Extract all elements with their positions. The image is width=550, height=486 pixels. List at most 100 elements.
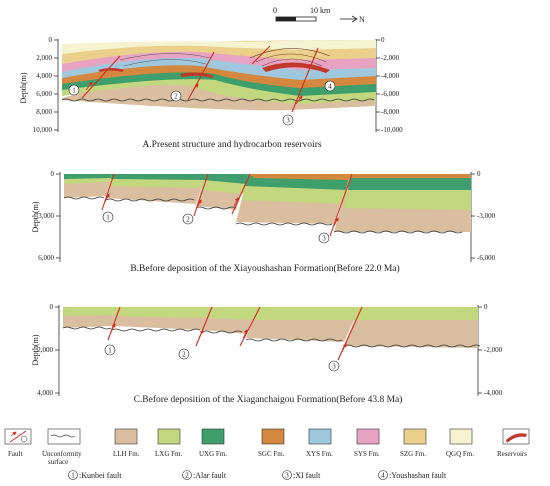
xi-fault: [329, 173, 353, 237]
tick-label: 6,000: [36, 90, 52, 98]
svg-text:4: 4: [328, 83, 332, 91]
panel-b-caption: B.Before deposition of the Xiayoushashan…: [130, 263, 399, 274]
legend-fault-name-1: 1 :Kunbei fault: [68, 470, 122, 480]
panel-a-left-ticks: 0 2,000 4,000 6,000 8,000 10,000: [33, 36, 58, 134]
panel-a-caption: A.Present structure and hydrocarbon rese…: [142, 140, 321, 150]
kunbei-fault: [101, 173, 115, 211]
tick-label: -6,000: [381, 90, 400, 98]
svg-text:LXG Fm.: LXG Fm.: [155, 450, 182, 458]
svg-text:1: 1: [72, 87, 76, 95]
legend-item-unconformity: Unconformity surface: [42, 428, 82, 466]
reservoir-shape: [262, 62, 330, 73]
svg-text:2: 2: [186, 216, 190, 224]
svg-text:4: 4: [381, 472, 385, 480]
tick-label: 8,000: [36, 108, 52, 116]
tick-label: -4,000: [484, 389, 503, 397]
tick-label: -4,000: [381, 72, 400, 80]
panel-b-y-label: Depth(m): [31, 201, 40, 232]
fault-marker-2: 2: [182, 213, 194, 225]
legend-item-llh: LLH Fm.: [113, 428, 140, 458]
xi-fault: [291, 47, 319, 113]
tick-label: 6,000: [38, 254, 54, 262]
youshashan-fault: [251, 45, 271, 65]
panel-c-caption: C.Before deposition of the Xiaganchaigou…: [134, 394, 403, 405]
svg-text::Kunbei fault: :Kunbei fault: [79, 471, 122, 480]
panel-c: 0 2,000 4,000 0 -2,000 -4,000 Depth(m): [31, 303, 503, 405]
tick-label: 4,000: [36, 72, 52, 80]
legend-fault-name-2: 2 :Alar fault: [182, 470, 227, 480]
legend-label: surface: [48, 458, 68, 466]
panel-a-y-label: Depth(m): [19, 72, 28, 103]
svg-text:SYS Fm.: SYS Fm.: [354, 450, 380, 458]
svg-text:3: 3: [286, 117, 290, 125]
legend-fault-name-3: 3 :XI fault: [282, 470, 321, 480]
fault-marker-1: 1: [102, 211, 114, 223]
fault-marker-1: 1: [68, 84, 80, 96]
legend-label: Fault: [8, 450, 22, 458]
tick-label: -2,000: [484, 346, 503, 354]
tick-label: 0: [50, 303, 54, 311]
svg-text::Youshashan fault: :Youshashan fault: [389, 471, 447, 480]
fault-marker-3: 3: [318, 232, 330, 244]
fault-marker-3: 3: [282, 114, 294, 126]
fault-marker-4: 4: [324, 80, 336, 92]
kunbei-fault: [81, 55, 121, 99]
tick-label: -3,000: [477, 212, 496, 220]
unconformity-surface: [61, 98, 375, 102]
legend-item-lxg: LXG Fm.: [155, 428, 182, 458]
alar-fault-splay: [231, 173, 251, 215]
legend-item-xys: XYS Fm.: [306, 428, 333, 458]
tick-label: 0: [477, 170, 481, 178]
svg-text::Alar fault: :Alar fault: [193, 471, 227, 480]
fault-marker-3: 3: [328, 360, 340, 372]
svg-text:QGQ Fm.: QGQ Fm.: [446, 450, 474, 458]
legend-item-reservoirs: Reservoirs: [497, 428, 530, 458]
svg-text:2: 2: [174, 93, 178, 101]
svg-text:3: 3: [285, 472, 289, 480]
tick-label: -6,000: [477, 254, 496, 262]
svg-text:XYS Fm.: XYS Fm.: [306, 450, 333, 458]
svg-text:LLH Fm.: LLH Fm.: [113, 450, 140, 458]
tick-label: 2,000: [37, 346, 53, 354]
fault-marker-2: 2: [170, 90, 182, 102]
tick-label: 4,000: [37, 389, 53, 397]
svg-text::XI fault: :XI fault: [293, 471, 321, 480]
panel-a: 0 2,000 4,000 6,000 8,000 10,000 0 -2,00…: [19, 36, 403, 150]
alar-fault-splay: [239, 306, 261, 347]
legend-item-uxg: UXG Fm.: [199, 428, 227, 458]
scale-end: 10 km: [310, 6, 331, 15]
legend-label: Unconformity: [42, 450, 82, 458]
svg-text:1: 1: [108, 347, 112, 355]
tick-label: -2,000: [381, 54, 400, 62]
panel-c-strata: [63, 307, 478, 348]
alar-fault: [195, 306, 213, 347]
tick-label: 0: [484, 303, 488, 311]
svg-text:2: 2: [182, 351, 186, 359]
tick-label: 0: [49, 36, 53, 44]
reservoir-shape: [98, 68, 124, 72]
tick-label: 0: [51, 170, 55, 178]
svg-text:SZG Fm.: SZG Fm.: [400, 450, 426, 458]
tick-label: -8,000: [381, 108, 400, 116]
svg-text:2: 2: [185, 472, 189, 480]
tick-label: 2,000: [36, 54, 52, 62]
scale-zero: 0: [273, 6, 277, 15]
legend: Fault Unconformity surface LLH Fm. LXG F…: [4, 428, 530, 480]
panel-a-strata: [62, 40, 376, 111]
tick-label: 0: [381, 36, 385, 44]
svg-text:3: 3: [332, 363, 336, 371]
alar-fault: [193, 173, 209, 217]
legend-item-szg: SZG Fm.: [400, 428, 426, 458]
scale-bar: 0 10 km N: [273, 6, 365, 24]
tick-label: 10,000: [33, 126, 53, 134]
svg-text:SGC Fm.: SGC Fm.: [258, 450, 285, 458]
unconformity-surface: [63, 196, 463, 234]
legend-item-fault: Fault: [4, 428, 32, 458]
unconformity-surface: [62, 326, 481, 348]
fault-marker-2: 2: [178, 348, 190, 360]
north-label: N: [359, 15, 365, 24]
legend-fault-name-4: 4 :Youshashan fault: [378, 470, 447, 480]
legend-item-qgq: QGQ Fm.: [446, 428, 474, 458]
fault-marker-1: 1: [104, 344, 116, 356]
